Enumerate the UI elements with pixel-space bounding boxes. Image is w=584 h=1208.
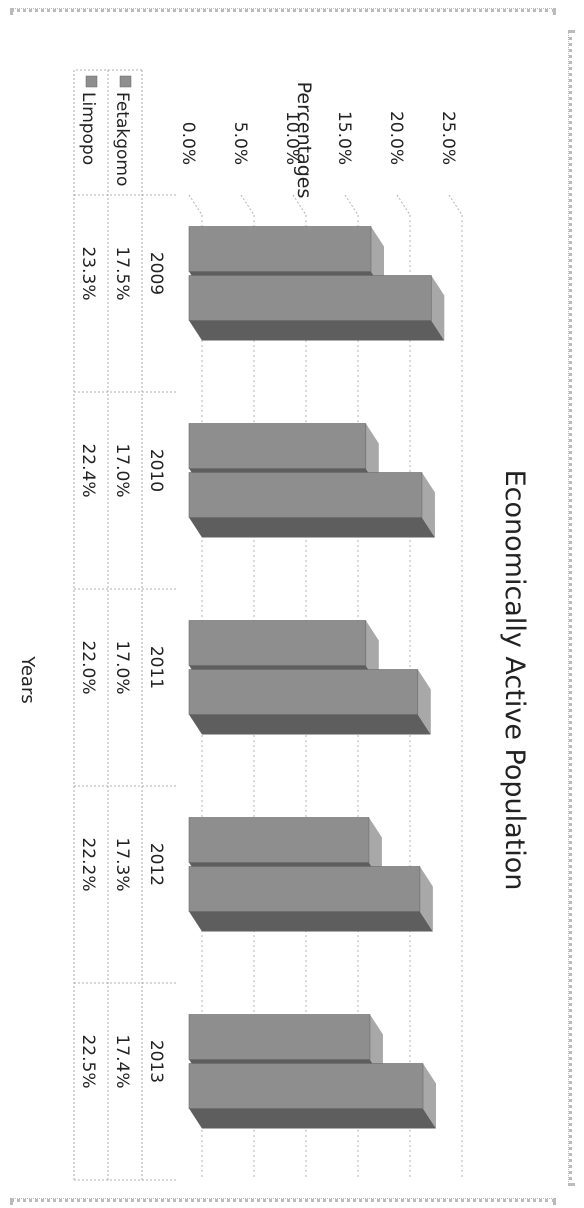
scan-edge-bottom bbox=[10, 1198, 556, 1202]
data-label: 22.2% bbox=[78, 837, 98, 891]
data-table: 2009 2010 2011 2012 2013 Fetakgomo 17.5% 17.0% 1… bbox=[73, 69, 176, 1181]
data-label: 17.5% bbox=[112, 246, 132, 300]
y-tick-label: 5.0% bbox=[230, 122, 250, 165]
x-tick-label: 2012 bbox=[146, 843, 166, 886]
x-tick-label: 2013 bbox=[146, 1040, 166, 1083]
gridline-diagonal bbox=[396, 194, 411, 216]
data-label: 23.3% bbox=[78, 246, 98, 300]
data-label: 17.0% bbox=[112, 640, 132, 694]
gridline-diagonal bbox=[188, 194, 203, 216]
legend-swatch bbox=[119, 75, 132, 88]
y-tick-label: 15.0% bbox=[334, 111, 354, 165]
y-tick-label: 10.0% bbox=[282, 111, 302, 165]
bar-fetakgomo-2011 bbox=[188, 620, 367, 666]
bar-top bbox=[431, 275, 445, 341]
x-axis-title: Years bbox=[17, 655, 38, 704]
bars-layer bbox=[188, 226, 445, 1129]
data-label: 22.4% bbox=[78, 443, 98, 497]
bar-limpopo-2009 bbox=[188, 275, 432, 321]
data-label: 17.4% bbox=[112, 1034, 132, 1088]
bar-side bbox=[189, 911, 433, 932]
bar-fetakgomo-2009 bbox=[188, 226, 372, 272]
y-tick-label: 25.0% bbox=[438, 111, 458, 165]
bar-limpopo-2011 bbox=[188, 669, 419, 715]
x-tick-label: 2009 bbox=[146, 252, 166, 295]
bar-fetakgomo-2010 bbox=[188, 423, 367, 469]
bar-fetakgomo-2013 bbox=[188, 1014, 371, 1060]
x-tick-label: 2010 bbox=[146, 449, 166, 492]
bar-top bbox=[423, 1063, 436, 1129]
scan-edge-top bbox=[10, 8, 556, 12]
bar-top bbox=[421, 472, 435, 538]
data-label: 22.5% bbox=[78, 1034, 98, 1088]
gridline-diagonal bbox=[344, 194, 359, 216]
data-label: 22.0% bbox=[78, 640, 98, 694]
y-tick-label: 20.0% bbox=[386, 111, 406, 165]
scan-edge-right bbox=[568, 30, 572, 1186]
bar-limpopo-2010 bbox=[188, 472, 423, 518]
bar-limpopo-2013 bbox=[188, 1063, 424, 1109]
chart-title: Economically Active Population bbox=[499, 470, 530, 891]
data-label: 17.0% bbox=[112, 443, 132, 497]
legend-swatch bbox=[85, 75, 98, 88]
bar-fetakgomo-2012 bbox=[188, 817, 370, 863]
x-tick-label: 2011 bbox=[146, 646, 166, 689]
legend-label: Limpopo bbox=[78, 92, 98, 165]
bar-side bbox=[189, 1108, 436, 1129]
legend-label: Fetakgomo bbox=[112, 92, 132, 186]
gridline-diagonal bbox=[240, 194, 255, 216]
data-label: 17.3% bbox=[112, 837, 132, 891]
bar-side bbox=[189, 714, 431, 735]
gridline-diagonal bbox=[448, 194, 463, 216]
bar-top bbox=[419, 866, 433, 932]
bar-limpopo-2012 bbox=[188, 866, 421, 912]
y-axis-title: Percentages bbox=[293, 82, 315, 199]
bar-side bbox=[189, 320, 445, 341]
grid-layer: 0.0% 5.0% 10.0% 15.0% 20.0% 25.0% bbox=[178, 111, 463, 1180]
bar-top bbox=[417, 669, 431, 735]
y-tick-label: 0.0% bbox=[178, 122, 198, 165]
bar-side bbox=[189, 517, 435, 538]
